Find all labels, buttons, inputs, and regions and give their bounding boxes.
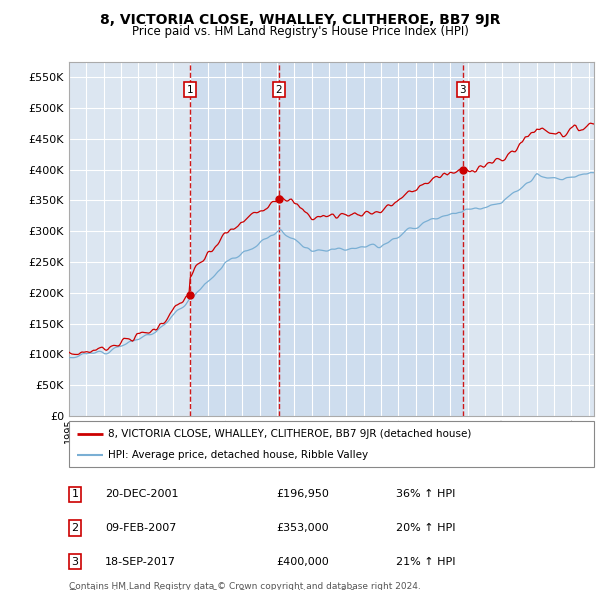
Text: £400,000: £400,000	[276, 557, 329, 566]
Text: 3: 3	[71, 557, 79, 566]
Text: 20% ↑ HPI: 20% ↑ HPI	[396, 523, 455, 533]
Text: 1: 1	[187, 84, 193, 94]
Text: HPI: Average price, detached house, Ribble Valley: HPI: Average price, detached house, Ribb…	[109, 450, 368, 460]
Text: 36% ↑ HPI: 36% ↑ HPI	[396, 490, 455, 499]
Text: 1: 1	[71, 490, 79, 499]
Text: 2: 2	[71, 523, 79, 533]
Text: 21% ↑ HPI: 21% ↑ HPI	[396, 557, 455, 566]
Text: 8, VICTORIA CLOSE, WHALLEY, CLITHEROE, BB7 9JR (detached house): 8, VICTORIA CLOSE, WHALLEY, CLITHEROE, B…	[109, 429, 472, 439]
Text: This data is licensed under the Open Government Licence v3.0.: This data is licensed under the Open Gov…	[69, 589, 358, 590]
Text: 3: 3	[460, 84, 466, 94]
Text: 18-SEP-2017: 18-SEP-2017	[105, 557, 176, 566]
Bar	[279, 62, 463, 416]
Text: £353,000: £353,000	[276, 523, 329, 533]
Text: 8, VICTORIA CLOSE, WHALLEY, CLITHEROE, BB7 9JR: 8, VICTORIA CLOSE, WHALLEY, CLITHEROE, B…	[100, 13, 500, 27]
Text: 2: 2	[275, 84, 282, 94]
Text: 09-FEB-2007: 09-FEB-2007	[105, 523, 176, 533]
Bar	[190, 62, 279, 416]
Text: £196,950: £196,950	[276, 490, 329, 499]
Text: Price paid vs. HM Land Registry's House Price Index (HPI): Price paid vs. HM Land Registry's House …	[131, 25, 469, 38]
Text: 20-DEC-2001: 20-DEC-2001	[105, 490, 179, 499]
Text: Contains HM Land Registry data © Crown copyright and database right 2024.: Contains HM Land Registry data © Crown c…	[69, 582, 421, 590]
